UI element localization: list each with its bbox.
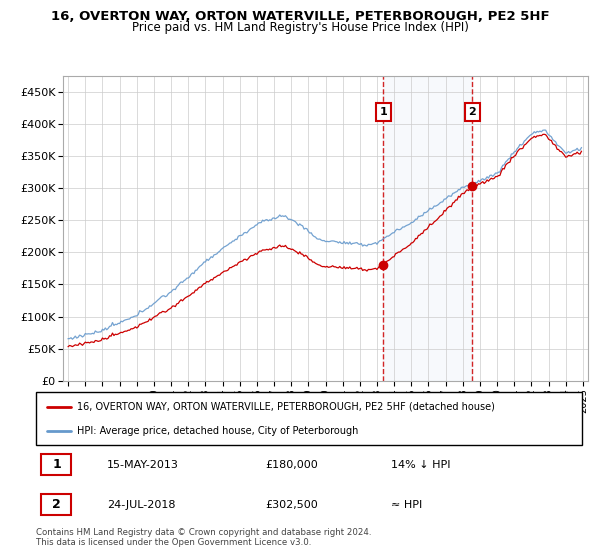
Text: 2: 2 [52, 498, 61, 511]
Text: 16, OVERTON WAY, ORTON WATERVILLE, PETERBOROUGH, PE2 5HF (detached house): 16, OVERTON WAY, ORTON WATERVILLE, PETER… [77, 402, 495, 412]
Text: ≈ HPI: ≈ HPI [391, 500, 422, 510]
Text: 24-JUL-2018: 24-JUL-2018 [107, 500, 175, 510]
Text: 15-MAY-2013: 15-MAY-2013 [107, 460, 179, 470]
Text: 16, OVERTON WAY, ORTON WATERVILLE, PETERBOROUGH, PE2 5HF: 16, OVERTON WAY, ORTON WATERVILLE, PETER… [50, 10, 550, 23]
Text: Contains HM Land Registry data © Crown copyright and database right 2024.
This d: Contains HM Land Registry data © Crown c… [36, 528, 371, 547]
Text: 2: 2 [469, 107, 476, 117]
Bar [41, 454, 71, 475]
Text: £302,500: £302,500 [265, 500, 318, 510]
Text: 1: 1 [379, 107, 387, 117]
Text: Price paid vs. HM Land Registry's House Price Index (HPI): Price paid vs. HM Land Registry's House … [131, 21, 469, 34]
Bar [383, 76, 472, 381]
Text: 14% ↓ HPI: 14% ↓ HPI [391, 460, 451, 470]
Text: £180,000: £180,000 [265, 460, 318, 470]
Bar [41, 494, 71, 515]
Text: HPI: Average price, detached house, City of Peterborough: HPI: Average price, detached house, City… [77, 426, 358, 436]
Text: 1: 1 [52, 458, 61, 471]
